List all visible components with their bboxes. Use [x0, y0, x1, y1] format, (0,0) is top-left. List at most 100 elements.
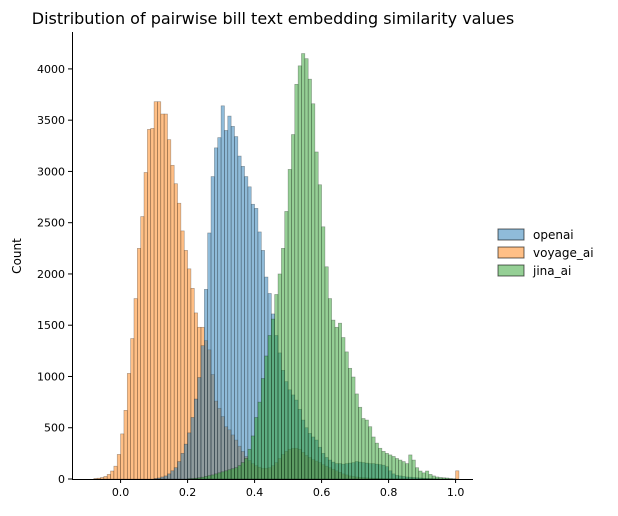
bar-jina_ai: [275, 294, 278, 479]
bar-openai: [164, 476, 167, 479]
bar-jina_ai: [422, 473, 425, 479]
bar-jina_ai: [281, 248, 284, 479]
bar-openai: [204, 289, 207, 479]
bar-voyage_ai: [178, 203, 181, 479]
bar-jina_ai: [375, 443, 378, 479]
bar-openai: [154, 478, 157, 479]
bar-jina_ai: [379, 448, 382, 479]
bar-jina_ai: [291, 135, 294, 479]
bar-jina_ai: [278, 274, 281, 479]
bar-jina_ai: [439, 477, 442, 479]
bar-jina_ai: [238, 466, 241, 479]
bar-jina_ai: [449, 478, 452, 479]
bar-openai: [224, 130, 227, 479]
bar-jina_ai: [224, 471, 227, 479]
bar-jina_ai: [298, 66, 301, 479]
bar-jina_ai: [415, 468, 418, 479]
bar-jina_ai: [258, 402, 261, 479]
bar-jina_ai: [322, 227, 325, 479]
bar-jina_ai: [245, 458, 248, 479]
bar-jina_ai: [218, 473, 221, 479]
bar-openai: [178, 462, 181, 479]
bar-jina_ai: [251, 436, 254, 479]
bar-openai: [171, 471, 174, 479]
bar-voyage_ai: [97, 478, 100, 479]
legend-swatch-voyage_ai: [498, 247, 524, 258]
y-tick-label: 2500: [37, 217, 65, 230]
y-tick-label: 500: [44, 422, 65, 435]
bar-openai: [198, 378, 201, 479]
bar-voyage_ai: [171, 165, 174, 479]
bar-jina_ai: [395, 458, 398, 479]
bar-jina_ai: [352, 377, 355, 479]
legend-label-voyage_ai: voyage_ai: [533, 246, 594, 260]
bar-jina_ai: [271, 319, 274, 479]
x-tick-label: 0.2: [179, 486, 197, 499]
bar-openai: [221, 106, 224, 479]
y-tick-label: 0: [58, 473, 65, 486]
bar-jina_ai: [221, 472, 224, 479]
bar-jina_ai: [261, 379, 264, 479]
bar-jina_ai: [191, 478, 194, 479]
y-tick-label: 3500: [37, 114, 65, 127]
bar-jina_ai: [338, 323, 341, 479]
legend-swatch-jina_ai: [498, 265, 524, 276]
bar-voyage_ai: [131, 339, 134, 479]
bar-openai: [194, 399, 197, 479]
bar-voyage_ai: [121, 434, 124, 479]
bar-openai: [241, 166, 244, 479]
y-tick-label: 4000: [37, 63, 65, 76]
bar-jina_ai: [358, 407, 361, 479]
bar-jina_ai: [318, 185, 321, 479]
bar-voyage_ai: [111, 471, 114, 479]
bar-jina_ai: [362, 419, 365, 479]
bar-voyage_ai: [157, 102, 160, 479]
bar-voyage_ai: [134, 299, 137, 479]
x-tick-label: 1.0: [447, 486, 465, 499]
bar-openai: [214, 148, 217, 479]
x-tick-label: 0.0: [112, 486, 130, 499]
bar-jina_ai: [392, 456, 395, 479]
bar-voyage_ai: [174, 184, 177, 479]
bar-openai: [167, 474, 170, 479]
bar-jina_ai: [265, 356, 268, 479]
bar-openai: [174, 468, 177, 479]
bar-jina_ai: [335, 327, 338, 479]
y-tick-label: 1000: [37, 370, 65, 383]
bar-jina_ai: [348, 368, 351, 479]
bar-jina_ai: [241, 463, 244, 479]
bar-voyage_ai: [114, 466, 117, 479]
bar-jina_ai: [285, 211, 288, 479]
bar-openai: [231, 126, 234, 479]
legend-swatch-openai: [498, 229, 524, 240]
bar-jina_ai: [432, 476, 435, 479]
bar-voyage_ai: [94, 478, 97, 479]
bar-jina_ai: [389, 455, 392, 479]
bar-voyage_ai: [456, 471, 459, 479]
bar-voyage_ai: [137, 248, 140, 479]
bar-jina_ai: [194, 478, 197, 479]
bar-openai: [201, 346, 204, 479]
chart-title: Distribution of pairwise bill text embed…: [32, 9, 514, 28]
bar-voyage_ai: [167, 140, 170, 479]
x-tick-label: 0.4: [246, 486, 264, 499]
bar-jina_ai: [211, 475, 214, 479]
bar-jina_ai: [312, 104, 315, 479]
y-tick-label: 1500: [37, 319, 65, 332]
bar-voyage_ai: [161, 114, 164, 479]
bar-openai: [228, 116, 231, 479]
bar-jina_ai: [301, 54, 304, 479]
bar-voyage_ai: [127, 373, 130, 479]
bar-jina_ai: [435, 477, 438, 479]
bar-jina_ai: [365, 420, 368, 479]
bar-openai: [234, 137, 237, 479]
bar-jina_ai: [425, 471, 428, 479]
bar-jina_ai: [409, 455, 412, 479]
bar-voyage_ai: [144, 172, 147, 479]
bar-jina_ai: [405, 464, 408, 479]
bar-jina_ai: [288, 169, 291, 479]
bar-jina_ai: [234, 468, 237, 479]
